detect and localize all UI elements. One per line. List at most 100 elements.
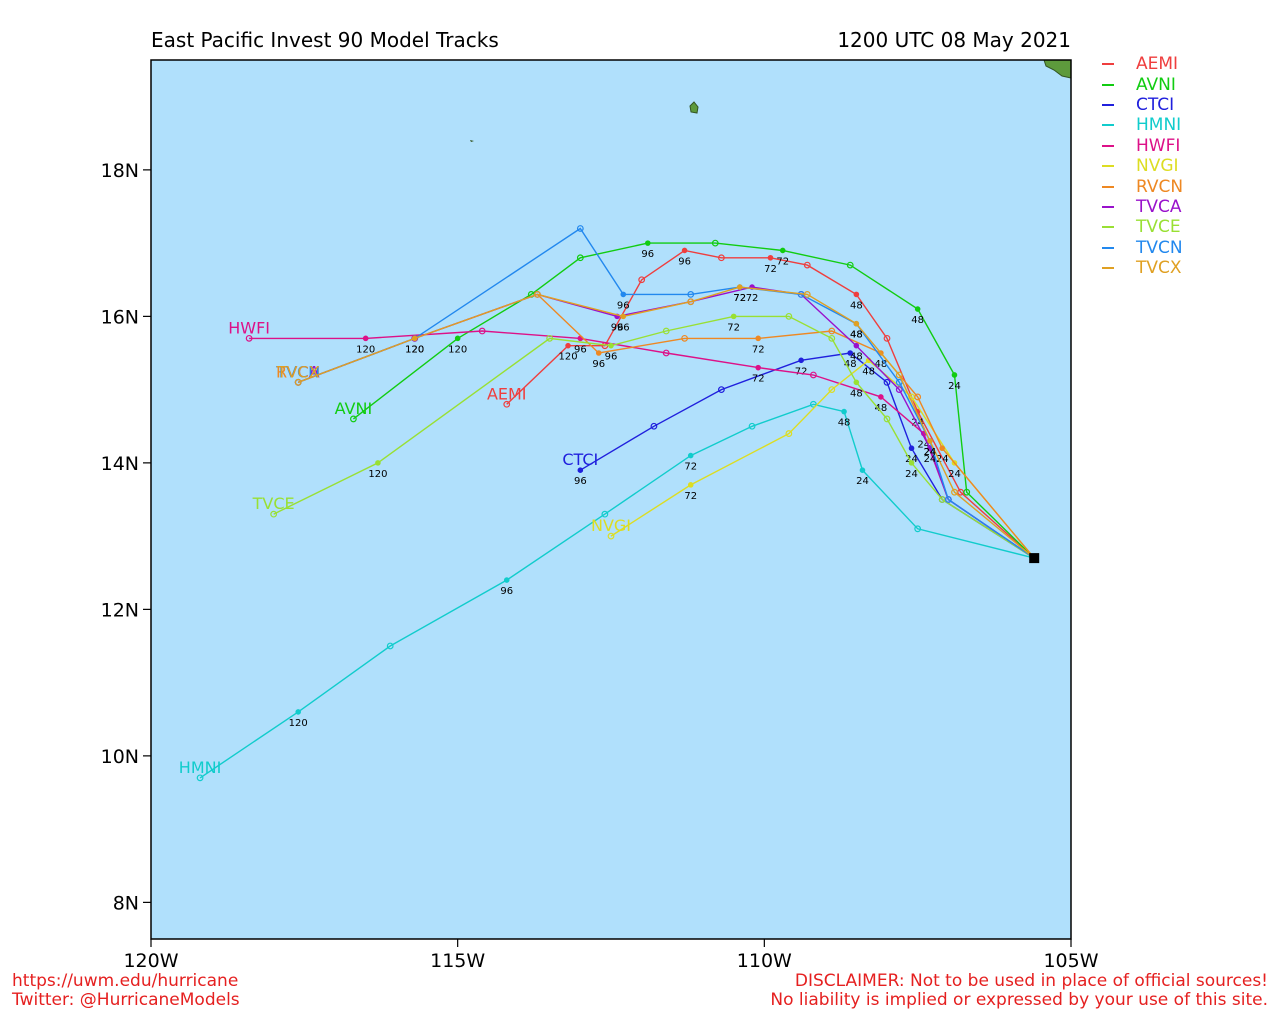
forecast-hour-label: 24 bbox=[936, 454, 949, 465]
island-clarion bbox=[470, 140, 474, 142]
legend-label: NVGI bbox=[1136, 156, 1179, 177]
footer-right: DISCLAIMER: Not to be used in place of o… bbox=[770, 972, 1268, 1010]
forecast-hour-label: 96 bbox=[574, 476, 587, 487]
footer-twitter[interactable]: Twitter: @HurricaneModels bbox=[12, 990, 240, 1010]
track-point bbox=[576, 254, 584, 262]
track-point bbox=[767, 254, 774, 261]
track-point bbox=[546, 334, 554, 342]
forecast-hour-label: 48 bbox=[850, 330, 863, 341]
forecast-hour-label: 24 bbox=[911, 418, 924, 429]
forecast-hour-label: 48 bbox=[850, 388, 863, 399]
footer-url[interactable]: https://uwm.edu/hurricane bbox=[12, 971, 239, 991]
track-point bbox=[828, 327, 836, 335]
track-point bbox=[785, 430, 793, 437]
track-point bbox=[810, 400, 817, 408]
footer-left: https://uwm.edu/hurricane Twitter: @Hurr… bbox=[12, 972, 240, 1010]
legend-label: HMNI bbox=[1136, 115, 1182, 136]
legend-swatch bbox=[1102, 103, 1114, 106]
track-point bbox=[883, 415, 891, 423]
model-end-label: HMNI bbox=[179, 758, 222, 777]
model-end-label: TVCE bbox=[252, 494, 295, 513]
x-tick-label: 115W bbox=[430, 950, 485, 972]
legend-item-nvgi: NVGI bbox=[1102, 156, 1183, 176]
track-point bbox=[718, 254, 725, 262]
x-tick-label: 110W bbox=[737, 950, 792, 972]
track-point bbox=[662, 327, 670, 335]
track-point bbox=[608, 342, 614, 349]
track-point bbox=[927, 438, 933, 444]
track-point bbox=[687, 298, 695, 306]
track-point bbox=[908, 460, 915, 466]
forecast-hour-label: 72 bbox=[733, 293, 746, 304]
track-point bbox=[534, 291, 541, 298]
track-point bbox=[687, 452, 694, 459]
track-point bbox=[853, 342, 860, 349]
legend-swatch bbox=[1102, 83, 1114, 86]
legend-label: CTCI bbox=[1136, 94, 1175, 115]
legend-swatch bbox=[1102, 205, 1114, 208]
legend-swatch bbox=[1102, 267, 1114, 270]
track-point bbox=[650, 422, 658, 430]
legend-item-hwfi: HWFI bbox=[1102, 136, 1183, 156]
track-point bbox=[847, 350, 854, 356]
track-point bbox=[644, 240, 651, 246]
track-point bbox=[576, 225, 584, 232]
track-point bbox=[755, 364, 762, 371]
track-point bbox=[803, 291, 811, 298]
forecast-hour-label: 24 bbox=[924, 454, 937, 465]
forecast-hour-label: 120 bbox=[405, 344, 424, 355]
track-point bbox=[718, 386, 725, 394]
track-point bbox=[620, 313, 627, 320]
model-end-label: RVCN bbox=[276, 362, 320, 381]
model-end-label: HWFI bbox=[228, 318, 270, 337]
track-line-tvcx bbox=[297, 286, 1035, 559]
track-point bbox=[681, 247, 688, 254]
model-end-label: NVGI bbox=[591, 516, 631, 535]
forecast-hour-label: 96 bbox=[592, 359, 605, 370]
x-tick-label: 105W bbox=[1043, 950, 1098, 972]
forecast-hour-label: 96 bbox=[617, 300, 630, 311]
track-point bbox=[803, 261, 811, 269]
x-tick-label: 120W bbox=[123, 950, 178, 972]
track-hmni: 24 48 72 96 120 HMNI bbox=[179, 400, 1035, 782]
forecast-hour-label: 72 bbox=[795, 366, 808, 377]
track-point bbox=[245, 334, 253, 342]
forecast-hour-label: 96 bbox=[617, 322, 630, 333]
track-point bbox=[748, 422, 756, 430]
forecast-hour-label: 48 bbox=[850, 330, 863, 341]
legend-label: TVCE bbox=[1136, 217, 1181, 238]
y-tick-label: 16N bbox=[101, 306, 139, 328]
legend-label: HWFI bbox=[1136, 135, 1181, 156]
forecast-hour-label: 96 bbox=[641, 249, 654, 260]
track-ctci: 24 48 72 96 CTCI bbox=[562, 350, 1035, 559]
forecast-hour-label: 48 bbox=[844, 359, 857, 370]
y-tick-label: 14N bbox=[101, 453, 139, 475]
track-point bbox=[196, 774, 204, 782]
forecast-hour-label: 96 bbox=[574, 344, 587, 355]
y-tick-label: 10N bbox=[101, 746, 139, 768]
track-point bbox=[386, 642, 394, 650]
track-avni: 24 48 72 96 120 AVNI bbox=[335, 239, 1035, 559]
track-point bbox=[294, 378, 302, 386]
track-point bbox=[503, 577, 510, 583]
track-point bbox=[853, 320, 860, 327]
model-end-label: AVNI bbox=[335, 399, 373, 418]
track-point bbox=[503, 400, 511, 408]
forecast-hour-label: 72 bbox=[776, 256, 789, 267]
legend: AEMI AVNI CTCI HMNI HWFI NVGI RVCN TVCA TVCE TVCN… bbox=[1102, 54, 1183, 278]
forecast-hour-label: 24 bbox=[924, 447, 937, 458]
forecast-hour-label: 24 bbox=[856, 476, 869, 487]
legend-item-tvcn: TVCN bbox=[1102, 238, 1183, 258]
legend-item-rvcn: RVCN bbox=[1102, 176, 1183, 197]
forecast-hour-label: 120 bbox=[448, 344, 467, 355]
forecast-hour-label: 24 bbox=[905, 454, 918, 465]
forecast-hour-label: 120 bbox=[405, 344, 424, 355]
forecast-hour-label: 120 bbox=[356, 344, 375, 355]
track-point bbox=[755, 335, 762, 342]
forecast-hour-label: 48 bbox=[874, 359, 887, 370]
track-point bbox=[914, 393, 922, 401]
legend-label: TVCN bbox=[1136, 237, 1183, 258]
track-line-nvgi bbox=[610, 359, 1035, 559]
